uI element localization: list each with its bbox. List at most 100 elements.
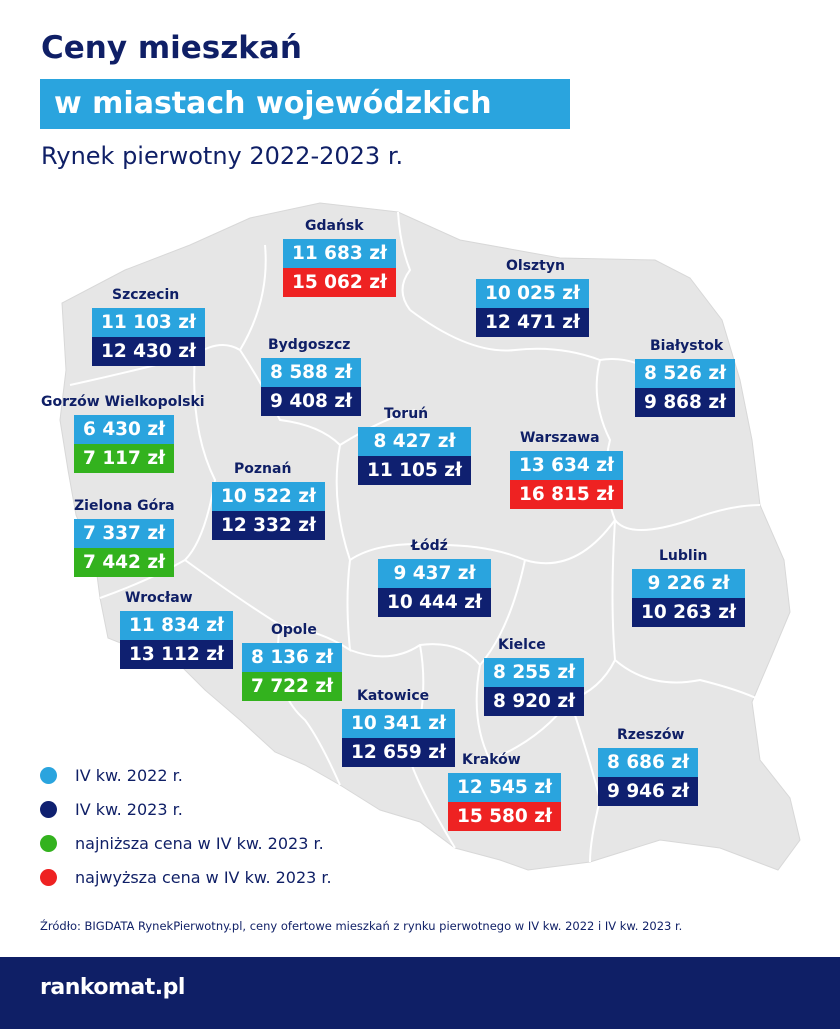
city-name: Poznań (234, 461, 292, 477)
city-name: Lublin (659, 548, 708, 564)
price-2023: 10 444 zł (378, 588, 491, 617)
city-name: Łódź (411, 538, 448, 554)
price-2022: 12 545 zł (448, 773, 561, 802)
source-note: Źródło: BIGDATA RynekPierwotny.pl, ceny … (40, 919, 683, 933)
footer-bar: rankomat.pl (0, 957, 840, 1029)
price-2023: 12 471 zł (476, 308, 589, 337)
city-label-group: Kraków 12 545 zł 15 580 zł (448, 752, 561, 831)
price-2023: 16 815 zł (510, 480, 623, 509)
legend-item-q4-2023: IV kw. 2023 r. (40, 792, 332, 826)
legend-label: najniższa cena w IV kw. 2023 r. (75, 833, 324, 853)
price-box-stack: 8 255 zł 8 920 zł (484, 658, 585, 716)
price-2023: 8 920 zł (484, 687, 585, 716)
price-box-stack: 6 430 zł 7 117 zł (74, 415, 175, 473)
city-name: Zielona Góra (74, 498, 175, 514)
price-box-stack: 7 337 zł 7 442 zł (74, 519, 175, 577)
price-2023: 9 868 zł (635, 388, 736, 417)
price-box-stack: 12 545 zł 15 580 zł (448, 773, 561, 831)
city-name: Warszawa (520, 430, 600, 446)
city-name: Kielce (498, 637, 546, 653)
city-label-group: Lublin 9 226 zł 10 263 zł (632, 548, 745, 627)
price-box-stack: 9 226 zł 10 263 zł (632, 569, 745, 627)
border-line (349, 559, 526, 667)
legend-label: IV kw. 2023 r. (75, 799, 183, 819)
legend-dot-highest (40, 868, 57, 886)
legend-dot-lowest (40, 834, 57, 852)
price-2022: 7 337 zł (74, 519, 175, 548)
city-label-group: Zielona Góra 7 337 zł 7 442 zł (74, 498, 175, 577)
legend-item-q4-2022: IV kw. 2022 r. (40, 758, 332, 792)
price-2022: 8 255 zł (484, 658, 585, 687)
price-box-stack: 8 588 zł 9 408 zł (261, 358, 362, 416)
city-name: Kraków (462, 752, 521, 768)
price-box-stack: 8 427 zł 11 105 zł (358, 427, 471, 485)
price-2022: 11 834 zł (120, 611, 233, 640)
city-label-group: Łódź 9 437 zł 10 444 zł (378, 538, 491, 617)
price-2022: 10 522 zł (212, 482, 325, 511)
border-line (239, 244, 267, 351)
voivodeship-borders (69, 211, 761, 863)
price-2022: 11 683 zł (283, 239, 396, 268)
city-name: Bydgoszcz (268, 337, 351, 353)
city-label-group: Szczecin 11 103 zł 12 430 zł (92, 287, 205, 366)
legend-label: IV kw. 2022 r. (75, 765, 183, 785)
price-2023: 9 946 zł (598, 777, 699, 806)
border-line (475, 659, 616, 762)
city-label-group: Bydgoszcz 8 588 zł 9 408 zł (261, 337, 362, 416)
border-line (184, 559, 352, 653)
city-name: Katowice (357, 688, 430, 704)
rankomat-logo[interactable]: rankomat.pl (40, 975, 185, 1000)
city-label-group: Opole 8 136 zł 7 722 zł (242, 622, 343, 701)
price-2023: 12 332 zł (212, 511, 325, 540)
price-2022: 8 136 zł (242, 643, 343, 672)
price-box-stack: 8 686 zł 9 946 zł (598, 748, 699, 806)
price-2023: 7 722 zł (242, 672, 343, 701)
city-name: Szczecin (112, 287, 180, 303)
border-line (611, 519, 761, 701)
city-label-group: Poznań 10 522 zł 12 332 zł (212, 461, 325, 540)
price-2023: 12 430 zł (92, 337, 205, 366)
city-label-group: Rzeszów 8 686 zł 9 946 zł (598, 727, 699, 806)
price-2022: 11 103 zł (92, 308, 205, 337)
price-box-stack: 8 526 zł 9 868 zł (635, 359, 736, 417)
border-line (239, 349, 416, 447)
price-box-stack: 11 834 zł 13 112 zł (120, 611, 233, 669)
city-label-group: Katowice 10 341 zł 12 659 zł (342, 688, 455, 767)
price-2022: 10 025 zł (476, 279, 589, 308)
price-2023: 10 263 zł (632, 598, 745, 627)
price-2022: 8 427 zł (358, 427, 471, 456)
city-name: Opole (271, 622, 317, 638)
legend: IV kw. 2022 r. IV kw. 2023 r. najniższa … (40, 758, 332, 894)
price-box-stack: 10 522 zł 12 332 zł (212, 482, 325, 540)
price-2023: 9 408 zł (261, 387, 362, 416)
city-name: Gorzów Wielkopolski (41, 394, 205, 410)
city-name: Wrocław (125, 590, 193, 606)
price-box-stack: 13 634 zł 16 815 zł (510, 451, 623, 509)
price-2023: 15 580 zł (448, 802, 561, 831)
price-box-stack: 11 683 zł 15 062 zł (283, 239, 396, 297)
border-line (524, 519, 616, 565)
price-2023: 7 117 zł (74, 444, 175, 473)
city-name: Gdańsk (305, 218, 364, 234)
price-box-stack: 10 341 zł 12 659 zł (342, 709, 455, 767)
price-2023: 15 062 zł (283, 268, 396, 297)
city-name: Olsztyn (506, 258, 565, 274)
city-name: Rzeszów (617, 727, 685, 743)
legend-label: najwyższa cena w IV kw. 2023 r. (75, 867, 332, 887)
price-box-stack: 11 103 zł 12 430 zł (92, 308, 205, 366)
price-2022: 8 526 zł (635, 359, 736, 388)
city-name: Toruń (384, 406, 429, 422)
border-line (335, 444, 526, 562)
city-label-group: Kielce 8 255 zł 8 920 zł (484, 637, 585, 716)
price-2022: 8 588 zł (261, 358, 362, 387)
city-label-group: Warszawa 13 634 zł 16 815 zł (510, 430, 623, 509)
price-2023: 12 659 zł (342, 738, 455, 767)
border-line (595, 359, 761, 531)
page-title-line1: Ceny mieszkań (41, 30, 302, 66)
border-line (99, 354, 217, 599)
price-2022: 9 226 zł (632, 569, 745, 598)
price-2022: 13 634 zł (510, 451, 623, 480)
price-box-stack: 10 025 zł 12 471 zł (476, 279, 589, 337)
city-label-group: Białystok 8 526 zł 9 868 zł (635, 338, 736, 417)
